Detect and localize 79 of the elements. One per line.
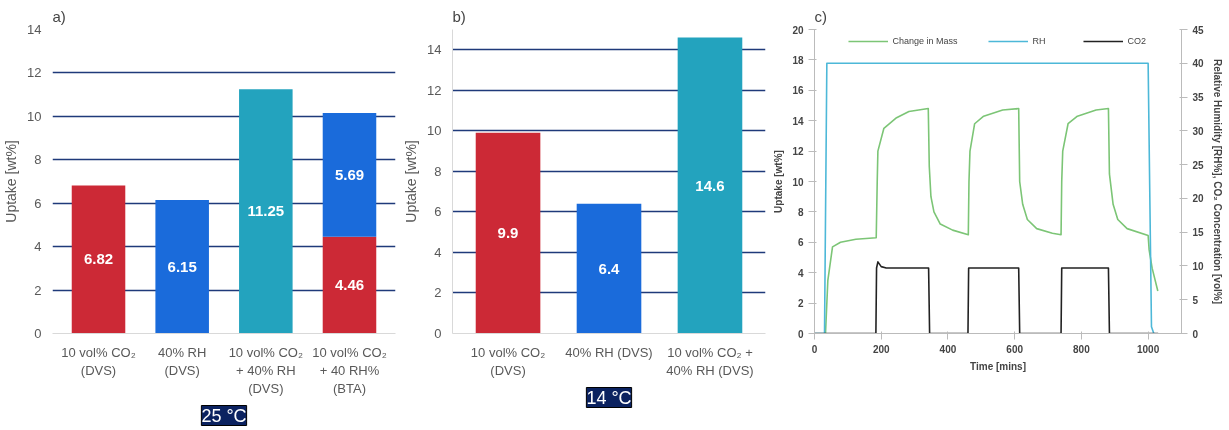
x-axis-title: Time [mins] (970, 360, 1026, 372)
y-tick-label: 6 (34, 195, 42, 211)
y-tick-label: 8 (34, 152, 42, 168)
y-tick-label: 0 (797, 328, 804, 340)
y-axis-title: Uptake [wt%] (773, 150, 785, 213)
y-tick-label: 10 (792, 176, 804, 188)
legend-label: Change in Mass (892, 36, 958, 46)
y-tick-label: 10 (27, 108, 42, 124)
chart-title: a) (52, 7, 66, 25)
data-label: 9.9 (497, 224, 519, 242)
y-tick-label: 0 (34, 326, 42, 341)
x-tick-label: 10 vol% CO₂ + 40% RH (DVS) (666, 344, 754, 378)
y-tick-label: 14 (27, 22, 42, 37)
y-tick-label: 12 (427, 82, 442, 98)
bar (475, 132, 541, 334)
y-tick-label: 14 (792, 115, 804, 127)
y-tick-label: 12 (792, 146, 804, 158)
y-tick-label: 4 (34, 239, 42, 255)
y2-tick-label: 20 (1192, 193, 1205, 205)
y-tick-label: 2 (434, 285, 442, 301)
data-label: 6.4 (598, 259, 621, 277)
bar (576, 203, 642, 334)
y-axis-title: Uptake [wt%] (403, 140, 420, 223)
x-tick-label: 400 (939, 343, 957, 355)
y2-tick-label: 10 (1192, 260, 1205, 272)
data-label: 14.6 (695, 176, 725, 194)
x-tick-label: 10 vol% CO₂ + 40 RH% (BTA) (312, 344, 387, 396)
y-tick-label: 12 (27, 65, 42, 81)
y2-tick-label: 45 (1192, 24, 1205, 36)
x-tick-label: 200 (872, 343, 891, 355)
legend-label: RH (1032, 36, 1047, 46)
y-tick-label: 14 (427, 42, 442, 58)
text: 25 °C (201, 405, 247, 426)
bar (322, 236, 377, 334)
y2-tick-label: 40 (1192, 58, 1205, 70)
y2-tick-label: 0 (1192, 328, 1199, 340)
x-tick-label: 800 (1073, 343, 1091, 355)
y-axis-title: Uptake [wt%] (3, 140, 20, 223)
y-tick-label: 10 (427, 123, 442, 139)
y-tick-label: 8 (797, 206, 804, 218)
y2-axis-title: Relative Humidity [RH%], CO₂ Concentration [vol%] (1211, 58, 1223, 305)
y-tick-label: 8 (434, 163, 442, 179)
line-series (824, 107, 1159, 334)
y-tick-label: 0 (434, 326, 442, 341)
y-tick-label: 4 (434, 244, 442, 260)
x-tick-label: 1000 (1137, 343, 1160, 355)
x-tick-label: 10 vol% CO₂ (DVS) (470, 344, 546, 378)
y-tick-label: 16 (792, 85, 804, 97)
y2-tick-label: 15 (1192, 227, 1205, 239)
chart-title: c) (814, 7, 827, 25)
x-tick-label: 10 vol% CO₂ + 40% RH (DVS) (228, 344, 304, 396)
x-tick-label: 40% RH (DVS) (157, 344, 207, 378)
x-tick-label: 600 (1006, 343, 1024, 355)
y2-tick-label: 35 (1192, 92, 1205, 104)
x-tick-label: 0 (811, 343, 818, 355)
y-tick-label: 4 (797, 267, 804, 279)
y-tick-label: 2 (797, 298, 804, 310)
bar (71, 185, 126, 334)
data-label: 6.82 (83, 250, 114, 268)
bar (239, 89, 293, 334)
x-tick-label: 10 vol% CO₂ (DVS) (61, 344, 136, 378)
data-label: 6.15 (167, 257, 197, 275)
x-tick-label: 40% RH (DVS) (565, 344, 653, 360)
legend-label: CO2 (1127, 36, 1148, 46)
bar (677, 37, 743, 334)
y-tick-label: 20 (792, 24, 804, 36)
text: 14 °C (586, 387, 632, 408)
y2-tick-label: 5 (1192, 294, 1199, 306)
y-tick-label: 2 (34, 282, 42, 298)
chart-title: b) (452, 7, 466, 25)
y2-tick-label: 25 (1192, 159, 1205, 171)
y-tick-label: 6 (797, 237, 804, 249)
y-tick-label: 18 (792, 54, 804, 66)
data-label: 11.25 (247, 202, 285, 220)
data-label: 4.46 (334, 276, 365, 294)
bar (322, 113, 377, 237)
y-tick-label: 6 (434, 204, 442, 220)
data-label: 5.69 (334, 165, 365, 183)
y2-tick-label: 30 (1192, 125, 1205, 137)
